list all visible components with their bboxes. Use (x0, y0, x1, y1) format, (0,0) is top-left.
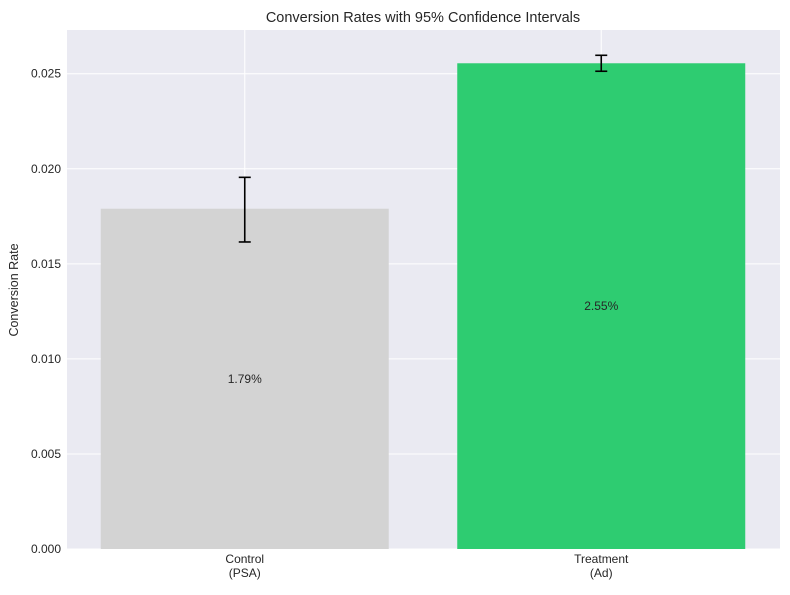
x-tick-label: (Ad) (590, 566, 613, 580)
y-axis: 0.000 0.005 0.010 0.015 0.020 0.025 (31, 67, 61, 556)
data-label: 2.55% (584, 299, 618, 313)
y-axis-label: Conversion Rate (7, 243, 21, 336)
data-label: 1.79% (228, 372, 262, 386)
x-tick-label: Control (225, 552, 264, 566)
y-tick-label: 0.025 (31, 67, 61, 81)
bars: 1.79% 2.55% (100, 54, 746, 550)
y-tick-label: 0.000 (31, 542, 61, 556)
x-axis: Control(PSA) Treatment(Ad) (225, 552, 629, 580)
x-tick-label: Treatment (574, 552, 629, 566)
y-tick-label: 0.005 (31, 447, 61, 461)
y-tick-label: 0.015 (31, 257, 61, 271)
bar (457, 63, 746, 550)
error-bar (595, 54, 608, 73)
chart-title: Conversion Rates with 95% Confidence Int… (266, 10, 580, 26)
bar (100, 208, 389, 549)
y-tick-label: 0.010 (31, 352, 61, 366)
y-tick-label: 0.020 (31, 162, 61, 176)
error-bar (238, 176, 251, 243)
x-tick-label: (PSA) (229, 566, 261, 580)
